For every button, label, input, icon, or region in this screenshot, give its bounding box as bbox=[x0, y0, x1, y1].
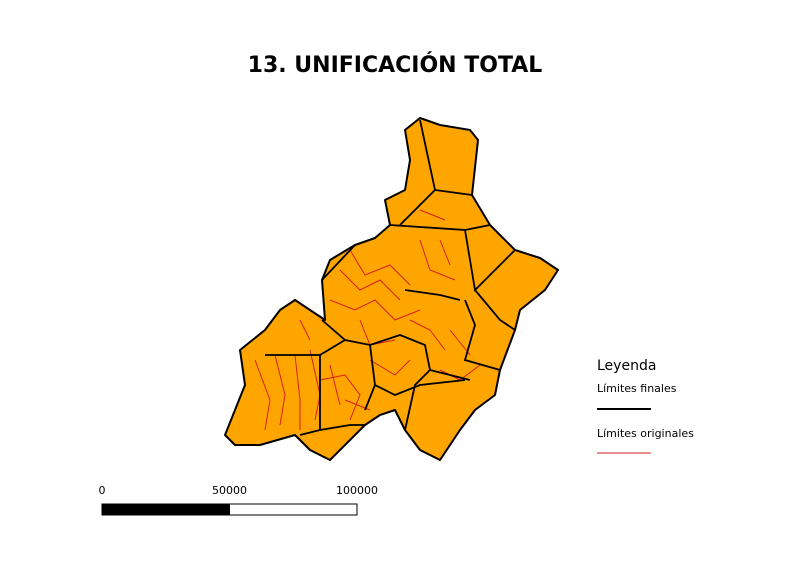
scale-label: 0 bbox=[99, 484, 106, 497]
scale-label: 50000 bbox=[212, 484, 247, 497]
province-shape bbox=[224, 117, 559, 461]
legend-label: Límites originales bbox=[597, 427, 694, 440]
final-boundaries bbox=[265, 119, 516, 436]
legend: Leyenda Límites finales Límites original… bbox=[597, 358, 694, 454]
title: 13. UNIFICACIÓN TOTAL bbox=[248, 52, 543, 78]
scale-segment bbox=[101, 503, 230, 516]
scale-bar: 0 50000 100000 bbox=[99, 484, 378, 516]
legend-label: Límites finales bbox=[597, 382, 677, 395]
scale-label: 100000 bbox=[336, 484, 378, 497]
legend-title: Leyenda bbox=[597, 358, 656, 374]
scale-segment bbox=[229, 503, 358, 516]
province-map bbox=[224, 117, 559, 461]
